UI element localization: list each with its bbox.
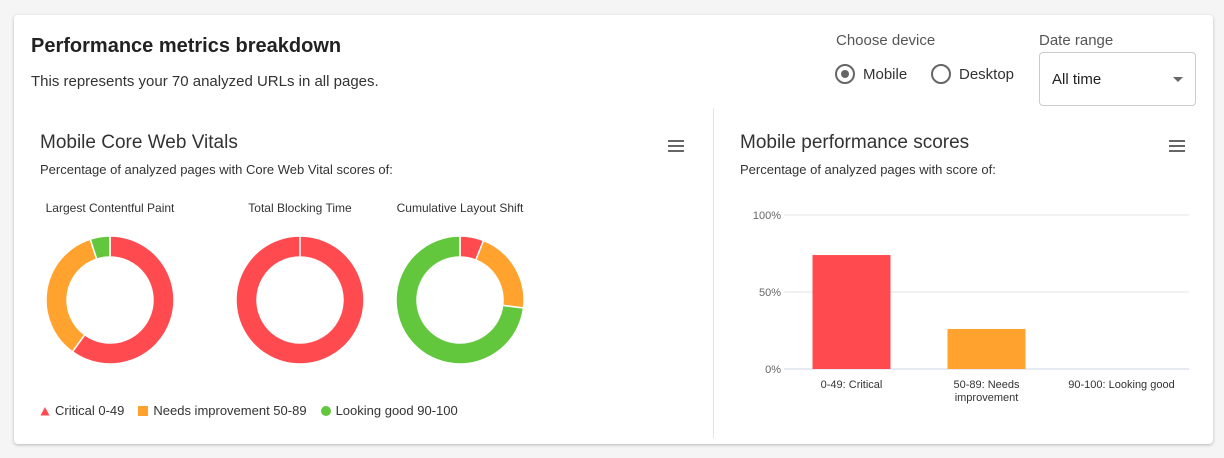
bar-critical — [812, 255, 891, 369]
legend-needs-improvement[interactable]: Needs improvement 50-89 — [138, 403, 307, 418]
legend-label: Looking good 90-100 — [335, 403, 458, 418]
device-label: Choose device — [836, 32, 936, 49]
donut-slice-critical — [235, 235, 365, 365]
cwv-subtitle: Percentage of analyzed pages with Core W… — [40, 162, 393, 177]
legend-good[interactable]: Looking good 90-100 — [320, 403, 458, 418]
page-subtitle: This represents your 70 analyzed URLs in… — [31, 73, 379, 90]
bar-chart: 0% 50% 100% 0-49: Critical 50-89: Needsimpro… — [753, 210, 1189, 404]
y-tick-label: 100% — [753, 210, 781, 222]
circle-icon — [320, 405, 331, 416]
bar-needs-improvement — [947, 328, 1026, 369]
date-range-value: All time — [1052, 70, 1102, 88]
donut-charts — [45, 235, 525, 365]
radio-checked-icon — [835, 64, 855, 84]
donut-slice-good — [395, 235, 525, 365]
donut-title: Largest Contentful Paint — [45, 201, 175, 215]
date-range-select[interactable]: All time — [1039, 52, 1196, 106]
radio-label: Mobile — [863, 65, 908, 83]
square-icon — [138, 405, 149, 416]
donut-slice-critical — [71, 235, 175, 365]
scores-title: Mobile performance scores — [740, 132, 970, 153]
divider — [713, 108, 714, 438]
donut-slice-needs-improvement — [45, 238, 98, 353]
radio-label: Desktop — [959, 65, 1015, 83]
page-title: Performance metrics breakdown — [31, 35, 342, 57]
date-range-label: Date range — [1039, 32, 1114, 49]
y-tick-label: 50% — [759, 287, 781, 299]
legend-label: Needs improvement 50-89 — [153, 403, 307, 418]
donut-title: Total Blocking Time — [248, 201, 352, 215]
chevron-down-icon — [1173, 76, 1183, 82]
x-tick-label: 50-89: Needs — [953, 379, 1020, 391]
triangle-icon — [40, 406, 50, 415]
scores-subtitle: Percentage of analyzed pages with score … — [740, 162, 996, 177]
y-tick-label: 0% — [765, 364, 781, 376]
radio-desktop[interactable]: Desktop — [931, 64, 1014, 84]
radio-unchecked-icon — [931, 64, 951, 84]
x-tick-label: 0-49: Critical — [821, 379, 883, 391]
donut-slice-needs-improvement — [474, 239, 525, 309]
donut-title: Cumulative Layout Shift — [396, 201, 524, 215]
x-tick-label: improvement — [955, 392, 1019, 404]
legend-critical[interactable]: Critical 0-49 — [40, 403, 124, 418]
cwv-title: Mobile Core Web Vitals — [40, 132, 238, 153]
metrics-card: Performance metrics breakdown This repre… — [14, 15, 1213, 444]
cwv-menu-icon[interactable] — [668, 137, 684, 155]
radio-mobile[interactable]: Mobile — [835, 64, 907, 84]
scores-menu-icon[interactable] — [1169, 137, 1185, 155]
legend-label: Critical 0-49 — [55, 403, 125, 418]
donut-slice-good — [89, 235, 111, 261]
legend: Critical 0-49 Needs improvement 50-89 Lo… — [40, 403, 458, 418]
x-tick-label: 90-100: Looking good — [1068, 379, 1174, 391]
